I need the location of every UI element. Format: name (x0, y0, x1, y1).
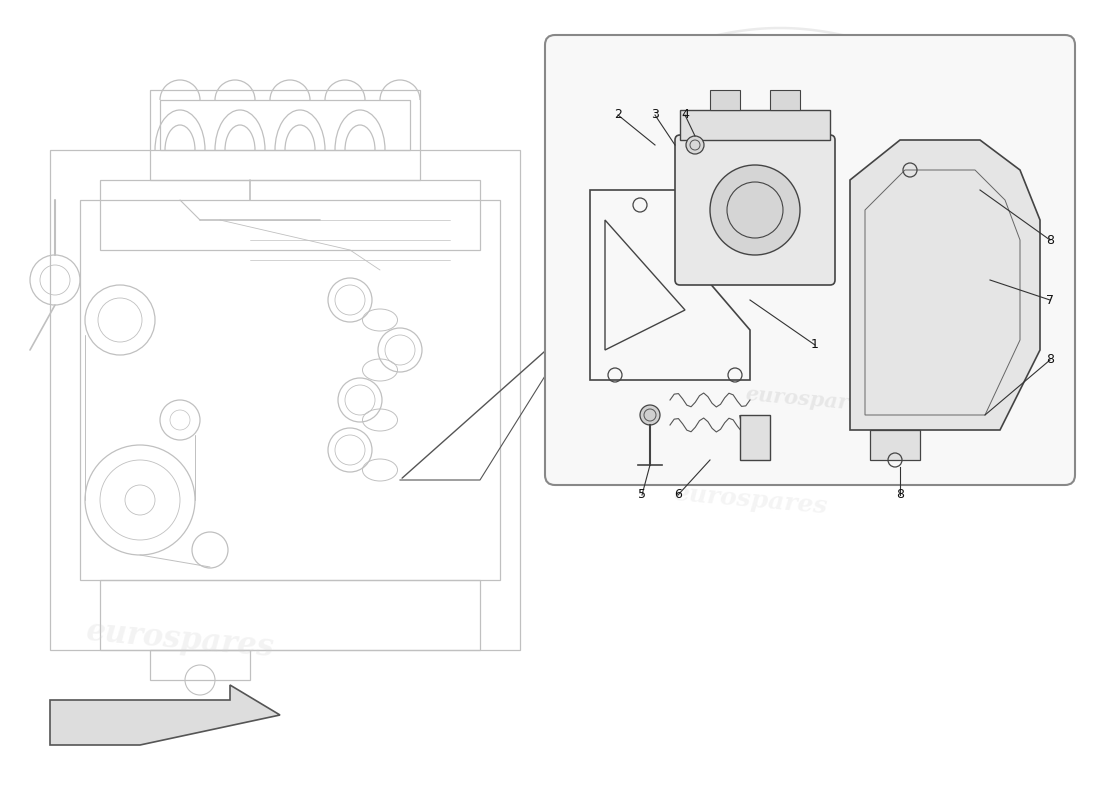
Text: 8: 8 (1046, 234, 1054, 246)
Text: 3: 3 (651, 109, 659, 122)
Text: eurospares: eurospares (634, 134, 807, 186)
Text: 1: 1 (811, 338, 818, 351)
Circle shape (686, 136, 704, 154)
Polygon shape (50, 685, 280, 745)
Text: 8: 8 (1046, 354, 1054, 366)
Polygon shape (870, 430, 920, 460)
Circle shape (710, 165, 800, 255)
Text: eurospares: eurospares (672, 482, 828, 518)
Text: 5: 5 (638, 489, 646, 502)
Polygon shape (740, 415, 770, 460)
Text: 2: 2 (614, 109, 622, 122)
FancyBboxPatch shape (544, 35, 1075, 485)
Circle shape (640, 405, 660, 425)
Polygon shape (710, 90, 740, 110)
Text: 4: 4 (681, 109, 689, 122)
Text: eurospares: eurospares (745, 385, 876, 415)
Text: 8: 8 (896, 489, 904, 502)
Polygon shape (850, 140, 1040, 430)
Text: 6: 6 (674, 489, 682, 502)
Polygon shape (770, 90, 800, 110)
FancyBboxPatch shape (675, 135, 835, 285)
Text: eurospares: eurospares (693, 87, 867, 123)
Polygon shape (680, 110, 830, 140)
Text: eurospares: eurospares (85, 616, 275, 664)
Text: 7: 7 (1046, 294, 1054, 306)
